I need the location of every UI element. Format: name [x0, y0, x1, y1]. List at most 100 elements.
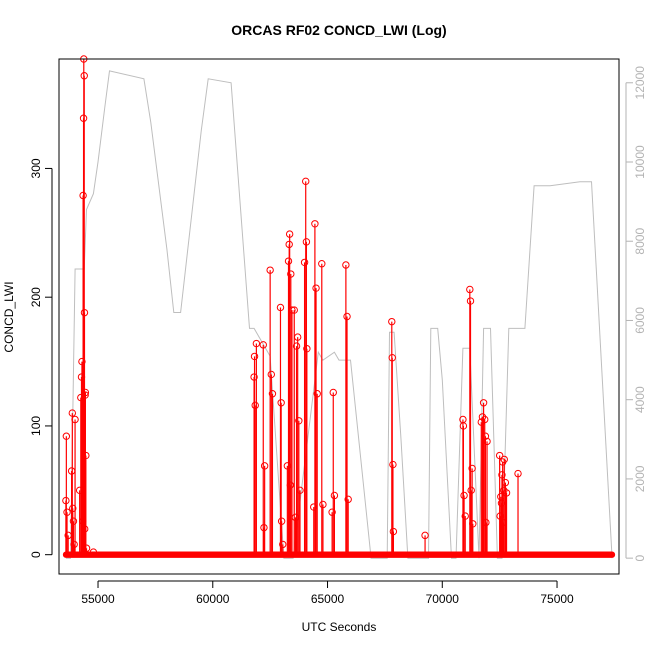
concentration-point	[287, 270, 295, 278]
concentration-point	[318, 260, 326, 268]
concentration-point	[276, 303, 285, 312]
baseline-markers	[62, 551, 616, 558]
x-axis: 55000 60000 65000 70000 75000	[81, 580, 574, 606]
concentration-point	[479, 399, 488, 407]
chart-title: ORCAS RF02 CONCD_LWI (Log)	[231, 22, 446, 38]
concentration-point	[303, 344, 311, 353]
concentration-point	[483, 437, 491, 446]
concentration-point	[250, 373, 258, 381]
right-y-tick-label: 2000	[633, 465, 647, 492]
concentration-point	[252, 339, 261, 348]
concentration-point	[310, 503, 318, 511]
concentration-point	[499, 518, 507, 527]
concentration-point	[77, 373, 86, 381]
concentration-point	[344, 495, 352, 504]
concentration-point	[328, 508, 336, 516]
concentration-point	[468, 464, 476, 473]
concentration-point	[79, 114, 88, 122]
concentration-point	[466, 285, 474, 294]
concentration-point	[495, 451, 504, 460]
concentration-point	[500, 455, 508, 464]
concentration-point	[251, 401, 259, 410]
concentration-point	[291, 513, 300, 522]
concentration-point	[497, 499, 506, 507]
concentration-point	[268, 390, 277, 398]
y-tick-label: 200	[29, 287, 43, 307]
right-y-tick-label: 8000	[633, 228, 647, 255]
concentration-point	[481, 415, 489, 424]
concentration-point	[302, 177, 310, 186]
concentration-point	[461, 512, 469, 520]
concentration-point	[267, 370, 275, 379]
concentration-point	[260, 462, 269, 470]
concentration-point	[250, 352, 259, 361]
concentration-point	[302, 238, 311, 246]
concentration-point	[69, 517, 78, 525]
concentration-point	[478, 413, 487, 421]
right-y-axis: 0 2000 4000 6000 8000 10000 12000	[625, 66, 647, 561]
y-axis-label: CONCD_LWI	[2, 281, 16, 352]
y-tick-label: 100	[29, 416, 43, 436]
concentration-point	[482, 518, 490, 527]
concentration-point	[279, 540, 287, 549]
concentration-point	[277, 517, 286, 525]
concentration-point	[81, 388, 90, 397]
x-tick-label: 65000	[311, 592, 345, 606]
concentration-point	[78, 357, 86, 366]
right-y-tick-label: 10000	[633, 145, 647, 179]
concentration-points	[62, 55, 522, 556]
right-y-tick-label: 12000	[633, 66, 647, 100]
y-tick-label: 300	[29, 158, 43, 178]
concentration-point	[80, 308, 89, 317]
plot-area	[62, 55, 616, 559]
concentration-point	[469, 520, 477, 528]
right-y-tick-label: 4000	[633, 386, 647, 413]
right-y-tick-label: 6000	[633, 307, 647, 334]
concentration-point	[67, 467, 76, 475]
y-tick-label: 0	[29, 551, 43, 558]
concentration-point	[79, 191, 87, 200]
concentration-point	[288, 306, 296, 314]
concentration-point	[71, 415, 79, 424]
concentration-point	[330, 491, 339, 500]
concentration-point	[514, 469, 522, 478]
concentration-point	[62, 432, 71, 440]
plot-frame	[58, 58, 620, 575]
concentration-point	[285, 240, 293, 249]
concentration-point	[277, 399, 285, 407]
concentration-point	[266, 266, 274, 274]
concentration-point	[69, 504, 77, 513]
concentration-point	[319, 500, 327, 509]
x-tick-label: 75000	[540, 592, 574, 606]
concentration-point	[421, 531, 429, 540]
concentration-point	[75, 486, 84, 495]
concentration-point	[342, 261, 350, 269]
concentration-point	[459, 422, 468, 430]
concentration-point	[312, 284, 320, 292]
concentration-point	[481, 432, 490, 440]
baseline-zero-markers	[62, 551, 616, 558]
concentration-point	[300, 258, 309, 267]
concentration-point	[501, 478, 510, 487]
concentration-point	[295, 417, 303, 425]
concentration-point	[388, 354, 396, 362]
concentration-point	[343, 312, 351, 321]
concentration-point	[460, 491, 468, 500]
x-tick-label: 60000	[196, 592, 230, 606]
x-tick-label: 70000	[426, 592, 460, 606]
concentration-point	[388, 317, 396, 326]
concentration-point	[82, 451, 90, 460]
concentration-point	[81, 391, 89, 399]
concentration-point	[329, 388, 337, 397]
altitude-layer	[65, 70, 613, 559]
altitude-series-line	[65, 70, 613, 559]
concentration-point	[296, 486, 304, 495]
concentration-point	[498, 471, 506, 479]
concentration-point	[63, 508, 71, 516]
concentration-point	[260, 523, 268, 532]
concentration-point	[70, 540, 78, 549]
concentration-point	[82, 544, 91, 552]
concentration-point	[389, 460, 397, 469]
x-tick-label: 55000	[81, 592, 115, 606]
